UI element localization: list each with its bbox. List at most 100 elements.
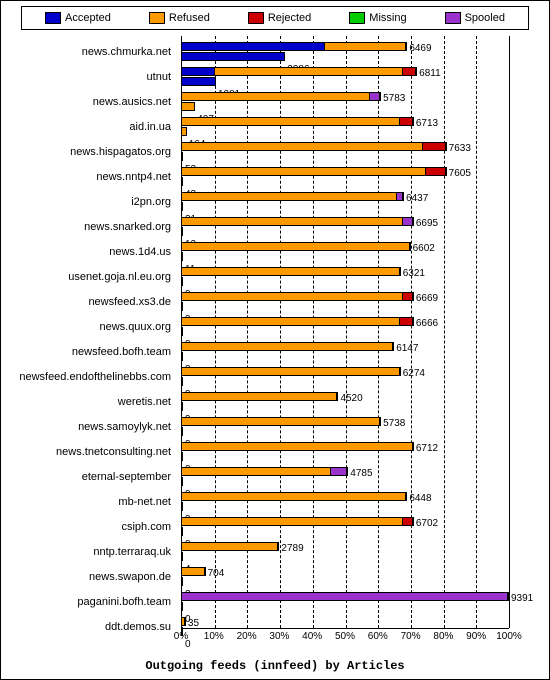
bar-group: 350: [181, 615, 509, 640]
bar-primary: 7605: [181, 167, 447, 176]
legend: Accepted Refused Rejected Missing Spooled: [21, 6, 529, 30]
host-label: newsfeed.bofh.team: [0, 340, 171, 365]
legend-item-missing: Missing: [349, 12, 406, 24]
bar-row: news.chmurka.net64692986: [1, 40, 544, 65]
bar-value-top: 6448: [409, 494, 431, 503]
bar-secondary: 9: [181, 427, 183, 436]
bar-segment-rejected: [400, 118, 413, 125]
legend-label: Rejected: [268, 12, 311, 24]
legend-item-accepted: Accepted: [45, 12, 111, 24]
bar-secondary: 0: [181, 602, 183, 611]
legend-label: Refused: [169, 12, 210, 24]
accepted-swatch: [45, 12, 61, 24]
bar-secondary: 43: [181, 177, 183, 186]
bar-segment-refused: [182, 618, 185, 625]
bar-group: 45209: [181, 390, 509, 415]
bar-group: 47859: [181, 465, 509, 490]
host-label: news.chmurka.net: [0, 40, 171, 65]
bar-group: 67129: [181, 440, 509, 465]
bar-value-top: 4520: [340, 394, 362, 403]
bar-value-top: 6437: [406, 194, 428, 203]
bar-group: 6695 12: [181, 215, 509, 240]
bar-segment-refused: [182, 243, 410, 250]
bar-secondary: 407: [181, 102, 195, 111]
bar-row: news.1d4.us 660211: [1, 240, 544, 265]
bar-secondary: 2986: [181, 52, 285, 61]
bar-segment-refused: [182, 193, 397, 200]
bar-group: 643721: [181, 190, 509, 215]
missing-swatch: [349, 12, 365, 24]
legend-item-refused: Refused: [149, 12, 210, 24]
bar-group: 66669: [181, 315, 509, 340]
bar-primary: 6666: [181, 317, 414, 326]
bar-secondary: 0: [181, 627, 183, 636]
bar-row: eternal-september47859: [1, 465, 544, 490]
legend-label: Spooled: [465, 12, 505, 24]
bar-value-top: 6274: [403, 369, 425, 378]
bar-segment-refused: [182, 368, 400, 375]
bar-segment-refused: [182, 493, 406, 500]
host-label: paganini.bofh.team: [0, 590, 171, 615]
bar-secondary: 9: [181, 527, 183, 536]
bar-row: aid.in.ua 6713 164: [1, 115, 544, 140]
chart-container: AcceptedRefusedRejectedMissingSpooled 0%…: [0, 0, 550, 680]
bar-row: i2pn.org643721: [1, 190, 544, 215]
bar-row: usenet.goja.nl.eu.org63219: [1, 265, 544, 290]
bar-segment-rejected: [426, 168, 446, 175]
host-label: news.swapon.de: [0, 565, 171, 590]
bar-primary: 6669: [181, 292, 414, 301]
bar-segment-rejected: [403, 68, 416, 75]
bar-segment-accepted: [182, 68, 215, 75]
bar-row: news.swapon.de7042: [1, 565, 544, 590]
bar-primary: 35: [181, 617, 186, 626]
bar-group: 68111001: [181, 65, 509, 90]
host-label: csiph.com: [0, 515, 171, 540]
bar-secondary: 9: [181, 377, 183, 386]
bar-primary: 6321: [181, 267, 401, 276]
host-label: aid.in.ua: [0, 115, 171, 140]
host-label: news.ausics.net: [0, 90, 171, 115]
bar-segment-refused: [182, 218, 403, 225]
bar-value-top: 6695: [416, 219, 438, 228]
bar-segment-rejected: [403, 518, 413, 525]
bar-segment-refused: [182, 143, 423, 150]
host-label: news.1d4.us: [0, 240, 171, 265]
rejected-swatch: [248, 12, 264, 24]
host-label: mb-net.net: [0, 490, 171, 515]
bar-value-top: 6147: [396, 344, 418, 353]
bar-primary: 6811: [181, 67, 417, 76]
bar-group: 6713 164: [181, 115, 509, 140]
bar-primary: 6448: [181, 492, 407, 501]
bar-secondary: 11: [181, 252, 183, 261]
bar-group: 660211: [181, 240, 509, 265]
bar-primary: 6602: [181, 242, 411, 251]
bar-segment-accepted: [182, 43, 325, 50]
bar-primary: 6274: [181, 367, 401, 376]
bar-group: 93910: [181, 590, 509, 615]
bar-value-top: 704: [208, 569, 225, 578]
bar-primary: 6437: [181, 192, 404, 201]
bar-segment-refused: [325, 43, 406, 50]
bar-primary: 4785: [181, 467, 348, 476]
bar-value-top: 6713: [416, 119, 438, 128]
x-axis-title: Outgoing feeds (innfeed) by Articles: [1, 659, 549, 673]
host-label: newsfeed.xs3.de: [0, 290, 171, 315]
bar-segment-rejected: [403, 293, 413, 300]
bar-secondary: 12: [181, 227, 183, 236]
bar-value-top: 6712: [416, 444, 438, 453]
spooled-swatch: [445, 12, 461, 24]
bar-segment-refused: [182, 418, 380, 425]
refused-swatch: [149, 12, 165, 24]
bar-value-top: 2789: [281, 544, 303, 553]
bar-secondary: 164: [181, 127, 187, 136]
bar-primary: 6147: [181, 342, 394, 351]
host-label: news.snarked.org: [0, 215, 171, 240]
bar-segment-refused: [182, 393, 337, 400]
bar-segment-refused: [182, 293, 403, 300]
bar-value-top: 6702: [416, 519, 438, 528]
bar-segment-refused: [182, 543, 278, 550]
bar-row: ddt.demos.su350: [1, 615, 544, 640]
bar-row: news.nntp4.net760543: [1, 165, 544, 190]
bar-segment-refused: [182, 468, 331, 475]
bar-row: weretis.net45209: [1, 390, 544, 415]
